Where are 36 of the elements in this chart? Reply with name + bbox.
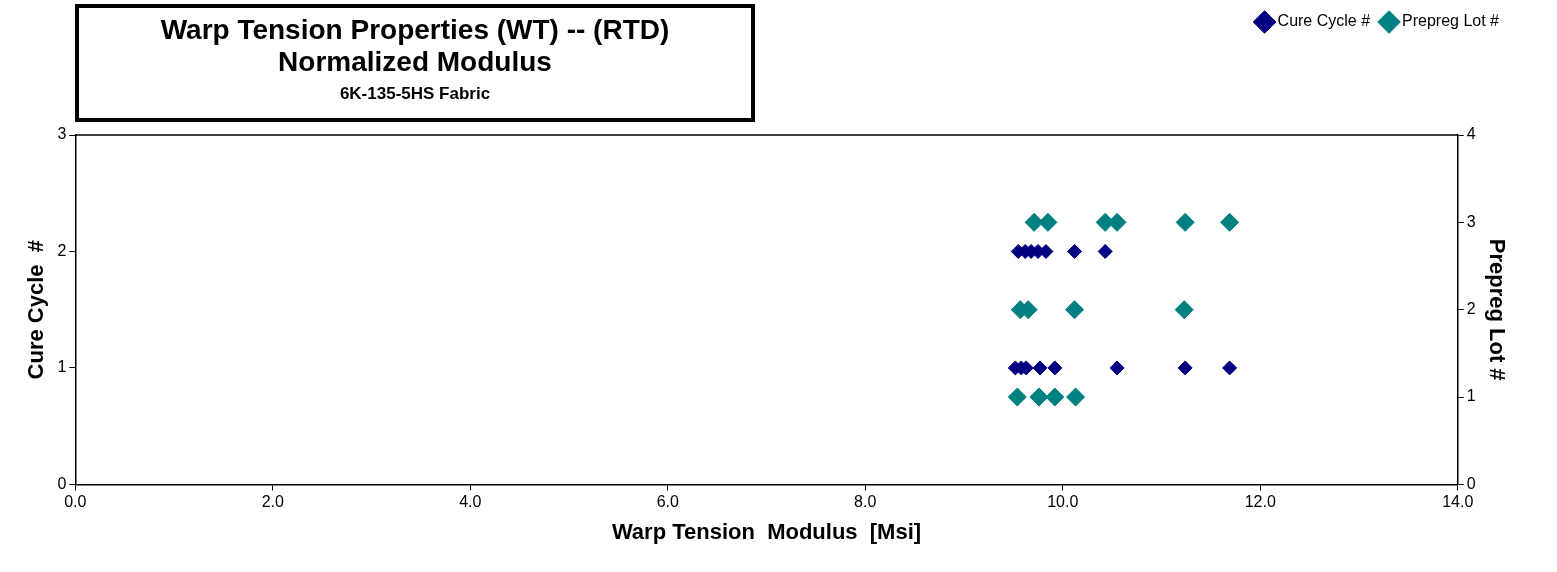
y-tick-label: 3 — [57, 125, 67, 143]
y-tick-label: 0 — [57, 474, 67, 492]
point — [1065, 300, 1085, 320]
text: 6K-135-5HS Fabric — [338, 84, 492, 104]
y2-tick-label: 3 — [1466, 212, 1476, 230]
point — [1107, 212, 1127, 232]
x-tick-label: 4.0 — [459, 493, 482, 511]
x-tick-label: 12.0 — [1244, 493, 1276, 511]
point — [1174, 300, 1194, 320]
x-tick-label: 2.0 — [261, 493, 284, 511]
point — [1220, 212, 1240, 232]
y2-tick-label: 0 — [1466, 474, 1476, 492]
point — [1029, 387, 1049, 407]
point — [1038, 212, 1058, 232]
chart-subtitle: Normalized Modulus — [277, 46, 553, 78]
y2-axis-title: Prepreg Lot # — [1484, 238, 1510, 381]
legend-label: Cure Cycle # — [1277, 12, 1371, 30]
x-tick-label: 6.0 — [656, 493, 679, 511]
point — [1045, 387, 1065, 407]
chart-title: Warp Tension Properties (WT) -- (RTD) — [159, 14, 671, 46]
y2-tick-label: 2 — [1466, 300, 1476, 318]
y2-tick-label: 4 — [1466, 125, 1476, 143]
x-axis-title: Warp Tension Modulus [Msi] — [611, 518, 922, 544]
y2-tick-label: 1 — [1466, 387, 1476, 405]
point — [1175, 212, 1195, 232]
x-tick-label: 14.0 — [1442, 493, 1474, 511]
point — [1024, 212, 1044, 232]
point — [1007, 387, 1027, 407]
x-tick-label: 0.0 — [64, 493, 87, 511]
y-tick-label: 1 — [57, 358, 67, 376]
y-tick-label: 2 — [57, 241, 67, 259]
point — [1066, 387, 1086, 407]
x-tick-label: 8.0 — [854, 493, 877, 511]
x-tick-label: 10.0 — [1047, 493, 1079, 511]
legend-label: Prepreg Lot # — [1402, 12, 1500, 30]
y-axis-title: Cure Cycle # — [23, 240, 49, 380]
